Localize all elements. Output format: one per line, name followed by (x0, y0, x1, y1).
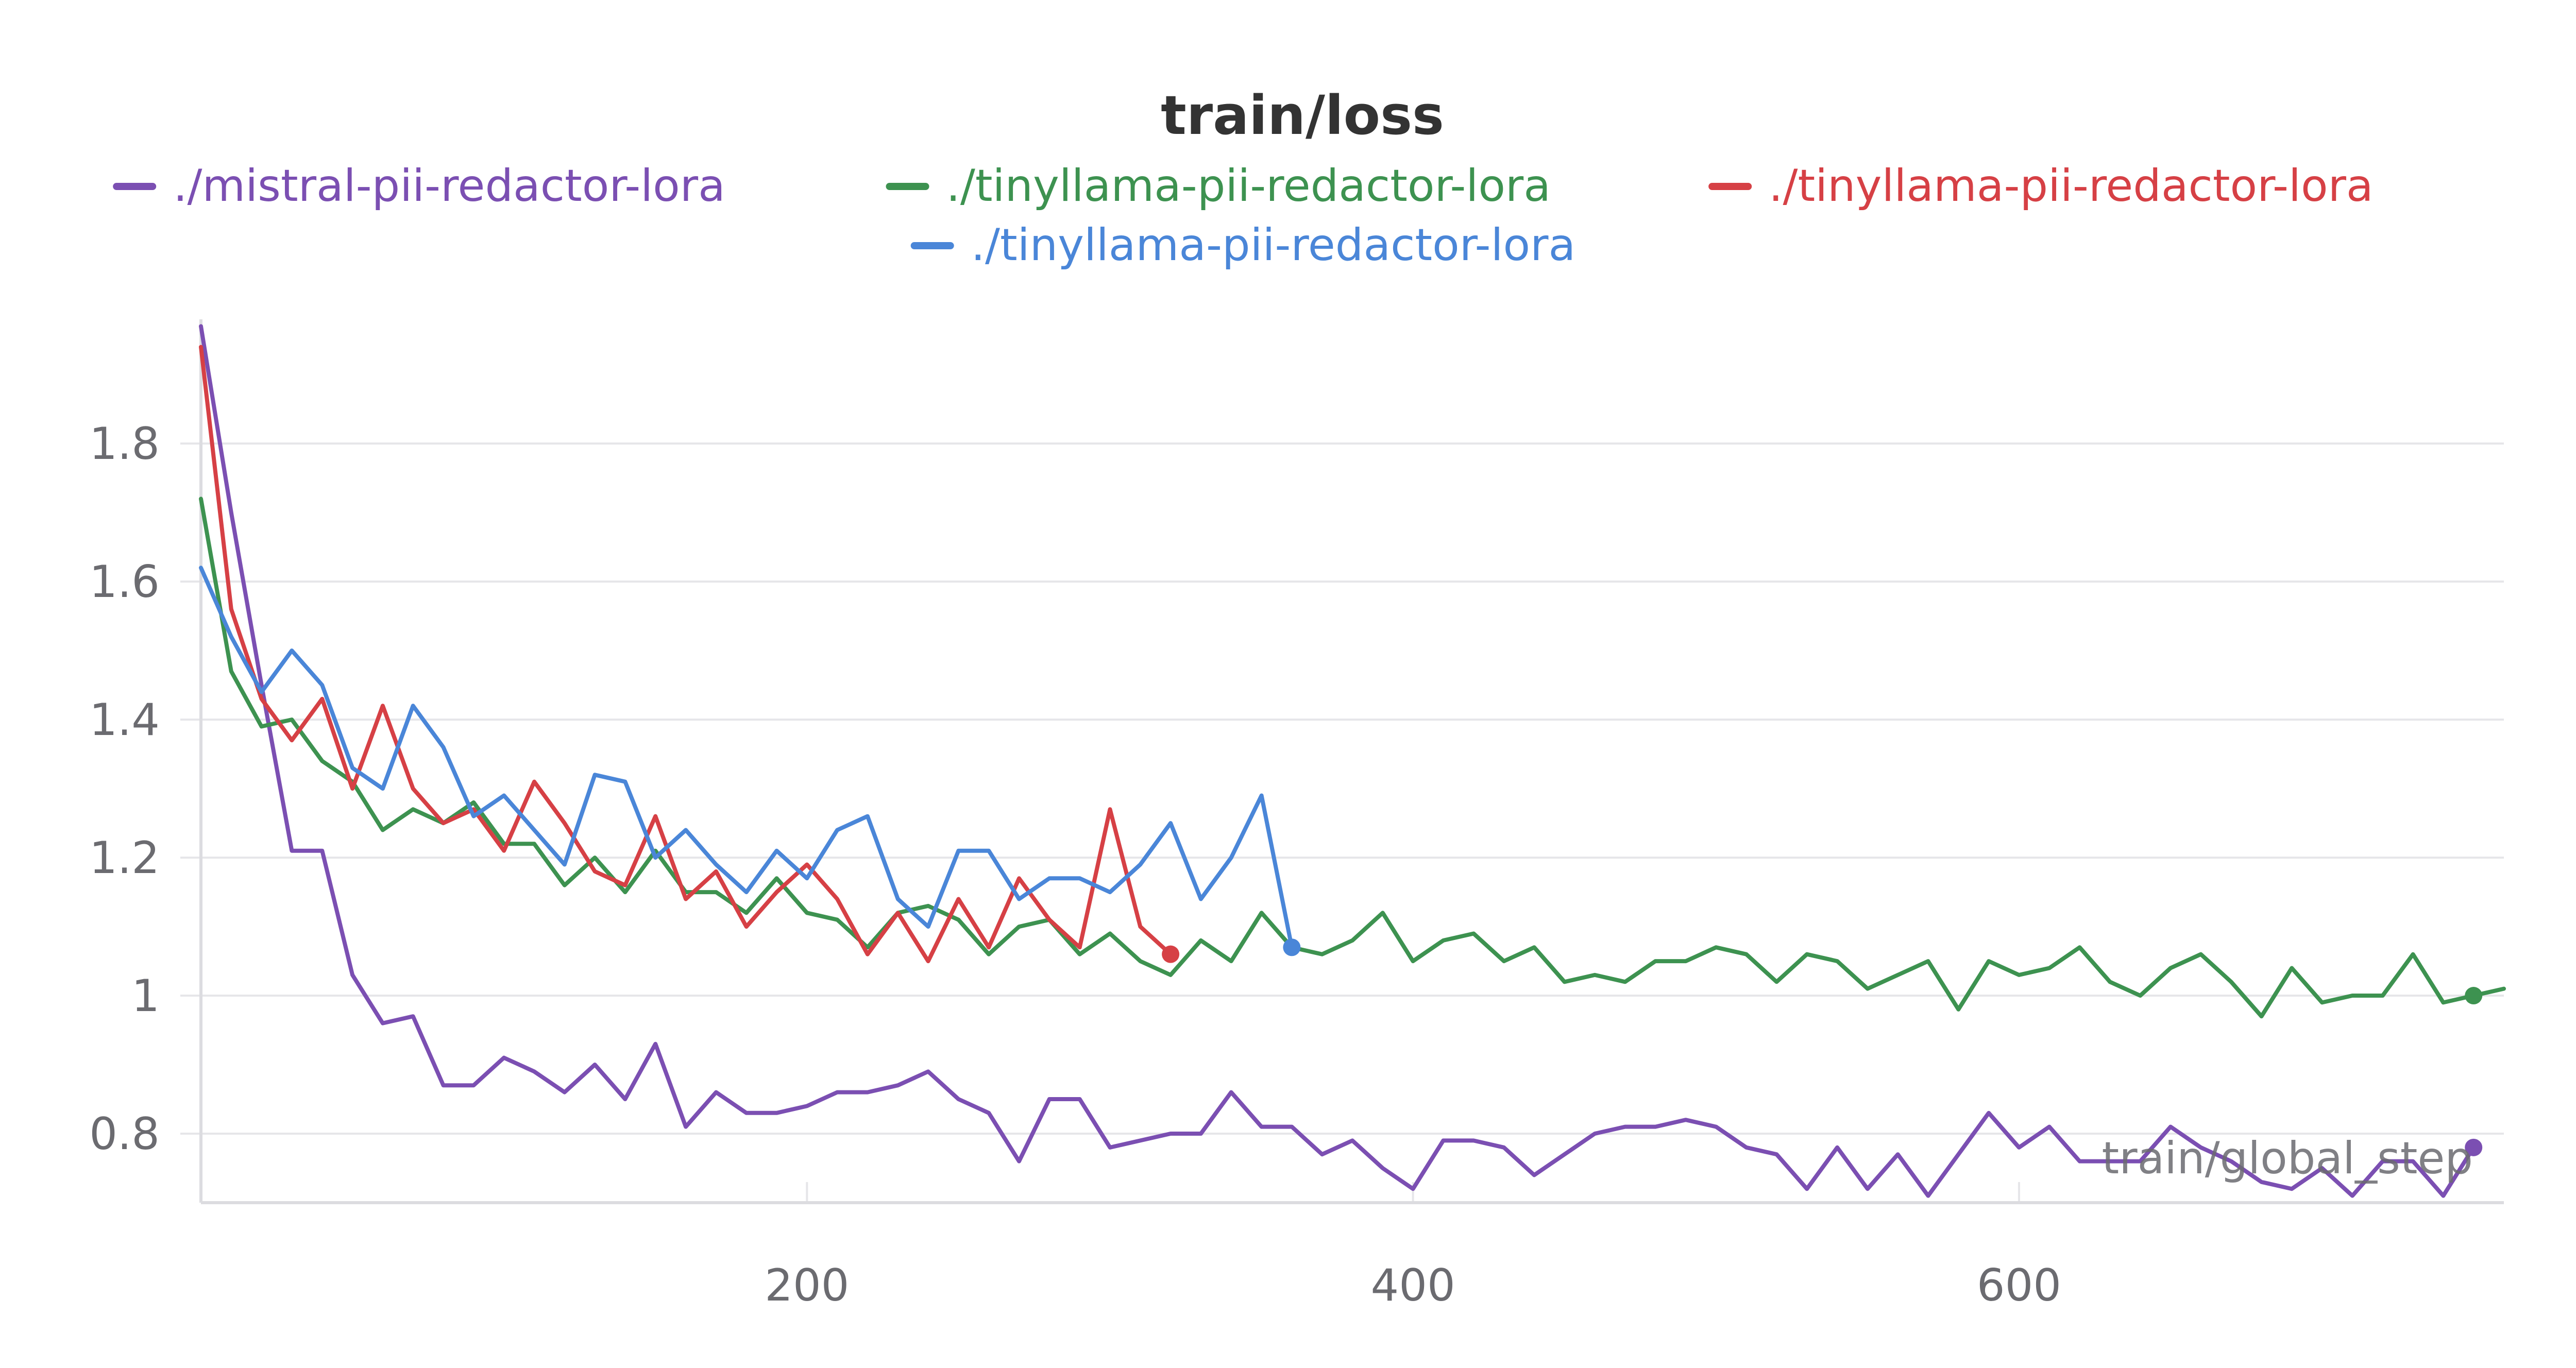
series-end-marker-4 (1283, 938, 1301, 956)
legend: ./mistral-pii-redactor-lora ./tinyllama-p… (113, 160, 2374, 271)
x-tick-label: 200 (765, 1260, 849, 1311)
axes (199, 319, 2504, 1204)
y-tick-label: 1 (131, 970, 160, 1022)
legend-label: ./tinyllama-pii-redactor-lora (946, 160, 1551, 212)
series-lines (199, 324, 2506, 1198)
tick-labels: 0.8 1 1.2 1.4 1.6 1.8 200 400 600 (89, 418, 2061, 1311)
legend-label: ./tinyllama-pii-redactor-lora (1769, 160, 2373, 212)
x-tick-label: 400 (1371, 1260, 1455, 1311)
y-tick-label: 1.8 (89, 418, 160, 470)
series-line-1 (199, 324, 2476, 1198)
x-tick-label: 600 (1977, 1260, 2061, 1311)
legend-label: ./mistral-pii-redactor-lora (173, 160, 725, 212)
y-tick-label: 1.2 (89, 832, 160, 884)
chart-title: train/loss (1161, 84, 1444, 147)
legend-label: ./tinyllama-pii-redactor-lora (971, 219, 1575, 271)
series-end-marker-3 (1162, 945, 1180, 963)
y-tick-label: 0.8 (89, 1108, 160, 1160)
series-line-2 (199, 497, 2506, 1019)
y-tick-label: 1.6 (89, 556, 160, 608)
series-line-4 (199, 566, 1294, 950)
series-line-3 (199, 345, 1173, 964)
y-tick-label: 1.4 (89, 694, 160, 746)
x-axis-label: train/global_step (2102, 1133, 2473, 1184)
series-end-marker-1 (2465, 1138, 2483, 1156)
gridlines (180, 442, 2504, 1203)
series-end-marker-2 (2465, 987, 2483, 1005)
